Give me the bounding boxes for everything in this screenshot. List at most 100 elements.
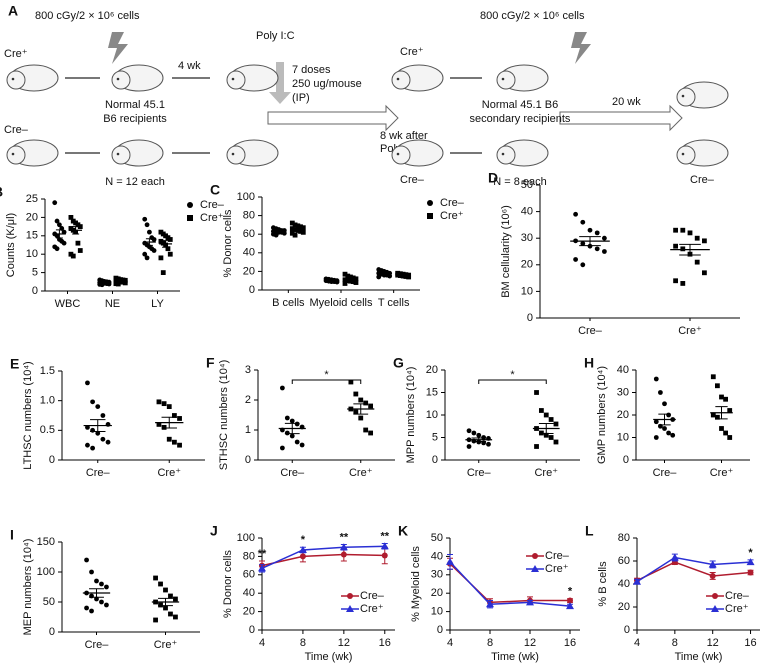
- point: [543, 412, 549, 418]
- point: [714, 414, 720, 420]
- mouse-eye: [11, 152, 15, 156]
- point: [666, 430, 672, 436]
- down-arrow: [269, 62, 291, 104]
- point: [294, 439, 300, 445]
- label: Normal 45.1: [105, 99, 165, 111]
- point: [573, 211, 578, 217]
- radiation-bolt: [108, 32, 128, 64]
- y-tick-label: 80: [243, 550, 255, 562]
- point: [466, 444, 472, 449]
- point: [156, 399, 162, 405]
- point: [534, 390, 539, 395]
- point: [548, 435, 554, 440]
- hollow-arrow: [267, 104, 399, 132]
- point: [85, 380, 90, 386]
- y-tick-label: 25: [26, 193, 38, 205]
- y-tick-label: 10: [431, 606, 443, 618]
- mouse-eye: [681, 94, 685, 98]
- point: [353, 280, 359, 285]
- x-tick-label: 12: [707, 637, 719, 649]
- mouse-icon: [496, 64, 549, 92]
- y-axis-label: % B cells: [597, 561, 609, 607]
- series-line: [636, 561, 751, 582]
- mouse-head: [111, 145, 131, 165]
- point: [727, 408, 733, 413]
- mouse-eye: [231, 77, 235, 81]
- point: [666, 412, 672, 418]
- point: [171, 439, 177, 445]
- y-tick-label: 0: [32, 285, 38, 297]
- point: [363, 427, 369, 433]
- x-tick-label: 8: [300, 637, 306, 649]
- legend-label: Cre–: [360, 590, 385, 602]
- x-tick-label: Cre⁺: [349, 467, 373, 479]
- y-tick-label: 40: [618, 578, 630, 590]
- x-tick-label: 8: [487, 637, 493, 649]
- point: [163, 587, 168, 593]
- point: [348, 278, 353, 284]
- sem-bar: [117, 280, 125, 283]
- point: [673, 227, 678, 233]
- point: [61, 229, 67, 235]
- y-tick-label: 0: [623, 454, 629, 466]
- point: [273, 232, 279, 238]
- panel-label: K: [398, 523, 408, 539]
- point: [548, 417, 554, 422]
- mouse-head: [226, 145, 246, 165]
- point: [284, 430, 290, 436]
- y-tick-label: 40: [243, 247, 255, 259]
- point: [727, 435, 733, 440]
- point: [587, 227, 593, 233]
- mouse-head: [6, 145, 26, 165]
- mouse-head: [6, 70, 26, 90]
- point: [104, 584, 109, 590]
- point: [299, 442, 305, 448]
- annotation: *: [748, 547, 753, 559]
- point: [657, 390, 663, 395]
- point: [289, 433, 295, 439]
- label: N = 12 each: [105, 176, 165, 188]
- x-tick-label: NE: [105, 298, 120, 310]
- point: [54, 233, 60, 239]
- panel-label: B: [0, 184, 3, 200]
- point: [84, 557, 89, 563]
- label: secondary recipients: [470, 113, 571, 125]
- y-tick-label: 20: [243, 606, 255, 618]
- point: [147, 229, 152, 235]
- x-tick-label: 4: [634, 637, 640, 649]
- label: Cre⁺: [400, 46, 424, 58]
- point: [670, 432, 676, 438]
- x-tick-label: 12: [338, 637, 350, 649]
- point: [709, 572, 716, 579]
- sem-bar: [161, 416, 177, 429]
- point: [387, 273, 393, 279]
- x-tick-label: Cre⁺: [534, 467, 558, 479]
- y-tick-label: 20: [617, 409, 629, 421]
- label: Cre⁺: [4, 48, 28, 60]
- sem-bar: [90, 419, 106, 433]
- panel-label: A: [8, 3, 18, 19]
- x-tick-label: Cre⁺: [678, 325, 702, 337]
- point: [163, 605, 168, 611]
- y-tick-label: 150: [37, 536, 55, 548]
- y-tick-label: 0: [249, 624, 255, 636]
- point: [144, 255, 150, 261]
- point: [353, 409, 359, 415]
- mouse-icon: [391, 64, 444, 92]
- sem-bar: [284, 422, 300, 435]
- annotation: *: [301, 534, 306, 546]
- label: Cre–: [690, 174, 715, 186]
- mouse-head: [391, 145, 411, 165]
- point: [368, 430, 374, 436]
- point: [90, 445, 96, 451]
- point: [653, 419, 659, 425]
- point: [105, 439, 111, 445]
- point: [298, 229, 303, 234]
- y-tick-label: 40: [243, 587, 255, 599]
- point: [168, 593, 173, 599]
- point: [406, 274, 412, 280]
- point: [719, 394, 724, 400]
- point: [281, 230, 287, 236]
- label: Normal 45.1 B6: [482, 99, 558, 111]
- x-tick-label: Cre⁺: [157, 467, 181, 479]
